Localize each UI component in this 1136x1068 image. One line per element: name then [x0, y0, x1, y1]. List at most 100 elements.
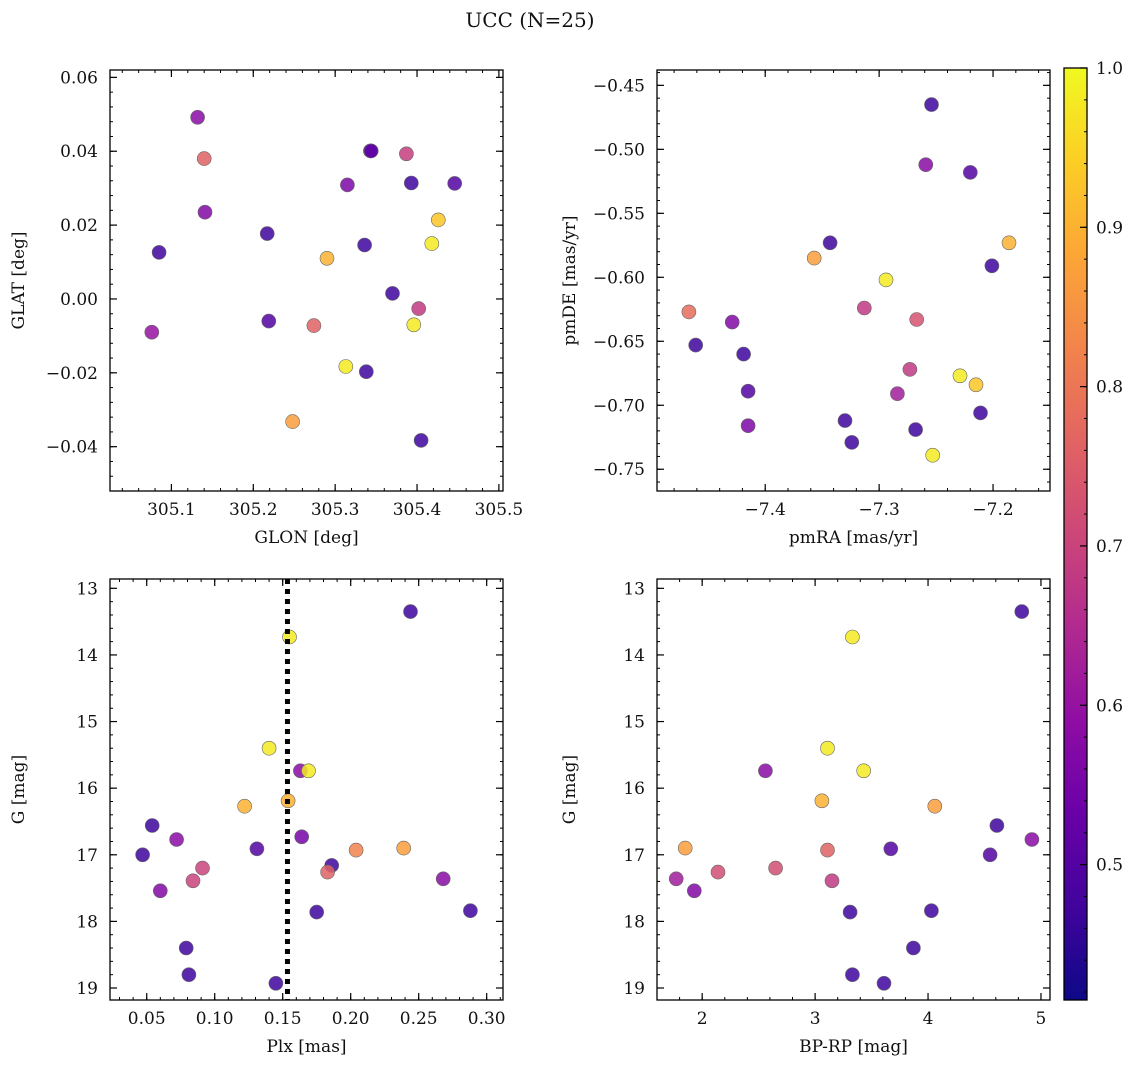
data-point	[153, 883, 168, 899]
data-point	[909, 312, 925, 327]
data-point	[688, 337, 704, 353]
x-tick-label: 0.25	[400, 1009, 438, 1029]
y-tick-label: 16	[623, 779, 645, 799]
ticks: 0.05 0.10 0.15 0.20 0.25 0.30 13 14 15 16 17 18 19	[76, 579, 506, 1029]
data-point	[197, 204, 213, 220]
data-point	[844, 435, 860, 450]
data-point	[982, 847, 998, 863]
colorbar-tick-label: 1.0	[1096, 59, 1123, 79]
data-point	[413, 433, 429, 448]
data-point	[842, 904, 858, 920]
x-tick-label: 5	[1036, 1009, 1047, 1029]
data-point	[261, 740, 277, 756]
y-tick-label: 0.02	[60, 216, 98, 236]
x-tick-label: −7.4	[745, 500, 786, 520]
points	[144, 110, 463, 448]
data-point	[196, 151, 212, 166]
data-point	[989, 818, 1005, 833]
data-point	[144, 324, 160, 340]
y-tick-label: 18	[623, 912, 645, 932]
data-point	[249, 841, 265, 857]
data-point	[268, 975, 284, 991]
data-point	[845, 967, 860, 983]
scatter-panel-top-right: −7.4 −7.3 −7.2 −0.45 −0.50 −0.55 −0.60 −0.65 −0.…	[560, 69, 1051, 548]
x-tick-label: 3	[810, 1009, 821, 1029]
data-point	[820, 740, 835, 756]
colorbar-gradient	[1064, 68, 1087, 1000]
y-tick-label: −0.02	[46, 364, 98, 384]
data-point	[668, 871, 684, 887]
scatter-panel-top-left: 305.1 305.2 305.3 305.4 305.5 −0.04 −0.02 0.00 0…	[9, 68, 523, 548]
x-tick-label: 0.10	[196, 1009, 234, 1029]
data-point	[758, 763, 773, 779]
data-point	[463, 903, 478, 919]
colorbar-tick-label: 0.7	[1096, 537, 1123, 557]
y-tick-label: 17	[623, 846, 645, 866]
x-tick-label: 4	[923, 1009, 934, 1029]
data-point	[968, 377, 984, 393]
data-point	[285, 414, 300, 429]
data-point	[261, 313, 277, 329]
y-tick-label: 13	[623, 579, 645, 599]
data-point	[358, 364, 374, 380]
data-point	[195, 860, 210, 876]
x-tick-label: 305.2	[229, 500, 278, 520]
axes-frame	[656, 69, 1051, 492]
x-axis-label: pmRA [mas/yr]	[789, 528, 918, 548]
data-point	[710, 864, 726, 880]
y-tick-label: 19	[623, 979, 645, 999]
data-point	[924, 97, 939, 112]
data-point	[144, 818, 160, 833]
data-point	[403, 175, 419, 191]
panels: 305.1 305.2 305.3 305.4 305.5 −0.04 −0.02 0.00 0…	[9, 68, 1051, 1057]
data-point	[883, 841, 899, 857]
data-point	[396, 840, 412, 856]
data-point	[301, 763, 316, 779]
data-point	[814, 793, 830, 809]
data-point	[822, 235, 838, 251]
y-tick-label: −0.55	[593, 204, 645, 224]
data-point	[724, 314, 740, 330]
colorbar-tick-label: 0.5	[1096, 856, 1123, 876]
data-point	[259, 226, 275, 241]
y-tick-label: −0.45	[593, 76, 645, 96]
data-point	[294, 829, 310, 845]
data-point	[962, 165, 978, 180]
data-point	[357, 237, 372, 253]
data-point	[736, 346, 751, 362]
data-point	[908, 422, 923, 437]
ticks: 2 3 4 5 13 14 15 16 17 18 19	[623, 579, 1050, 1029]
data-point	[837, 413, 853, 428]
y-tick-label: −0.70	[593, 396, 645, 416]
data-point	[925, 447, 941, 463]
y-tick-label: 18	[76, 912, 98, 932]
data-point	[385, 286, 400, 301]
colorbar-frame	[1063, 67, 1088, 1001]
data-point	[876, 975, 892, 991]
x-tick-label: 305.3	[311, 500, 360, 520]
colorbar-tick-label: 0.9	[1096, 218, 1123, 238]
data-point	[984, 258, 1000, 274]
data-point	[181, 967, 197, 983]
ticks: −7.4 −7.3 −7.2 −0.45 −0.50 −0.55 −0.60 −0.65 −0.…	[593, 70, 1050, 520]
x-tick-label: 2	[697, 1009, 708, 1029]
data-point	[169, 832, 184, 847]
x-tick-label: 0.20	[332, 1009, 370, 1029]
y-tick-label: 19	[76, 979, 98, 999]
y-tick-label: −0.50	[593, 140, 645, 160]
ticks: 305.1 305.2 305.3 305.4 305.5 −0.04 −0.02 0.00 0…	[46, 68, 523, 520]
data-point	[237, 798, 252, 814]
y-tick-label: 13	[76, 579, 98, 599]
data-point	[403, 604, 418, 619]
colorbar-tick-label: 0.6	[1096, 696, 1123, 716]
x-axis-label: BP-RP [mag]	[799, 1037, 908, 1057]
data-point	[424, 236, 440, 251]
data-point	[435, 871, 451, 887]
x-tick-label: 0.15	[264, 1009, 302, 1029]
data-point	[856, 763, 872, 779]
data-point	[135, 847, 150, 863]
data-point	[768, 860, 783, 876]
data-point	[306, 318, 322, 333]
x-axis-label: GLON [deg]	[254, 528, 358, 548]
data-point	[319, 250, 335, 266]
